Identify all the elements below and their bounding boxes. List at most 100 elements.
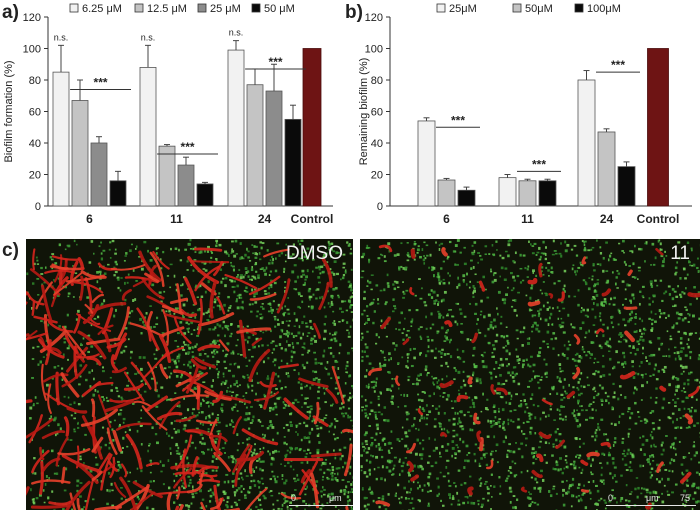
green-speck — [494, 325, 497, 328]
green-speck — [612, 476, 614, 480]
green-speck — [526, 337, 529, 340]
green-speck — [259, 313, 263, 316]
green-speck — [89, 385, 92, 388]
green-speck — [516, 274, 520, 278]
green-speck — [666, 330, 669, 333]
green-speck — [279, 335, 282, 339]
red-filament — [73, 281, 104, 294]
green-speck — [575, 273, 577, 276]
green-speck — [638, 329, 642, 333]
green-speck — [230, 279, 234, 283]
green-speck — [293, 477, 296, 480]
green-speck — [648, 297, 651, 300]
green-speck — [93, 317, 97, 320]
green-speck — [544, 415, 547, 418]
green-speck — [187, 475, 191, 478]
green-speck — [377, 398, 380, 401]
green-speck — [93, 252, 95, 255]
green-speck — [339, 489, 343, 493]
green-speck — [297, 293, 301, 296]
green-speck — [269, 490, 273, 492]
green-speck — [176, 307, 180, 310]
green-speck — [499, 275, 501, 278]
green-speck — [540, 469, 543, 473]
green-speck — [574, 270, 576, 274]
green-speck — [187, 363, 190, 367]
green-speck — [597, 422, 600, 426]
green-speck — [623, 361, 627, 364]
green-speck — [291, 270, 295, 274]
red-filament — [331, 365, 345, 404]
green-speck — [531, 314, 534, 318]
green-speck — [40, 320, 43, 323]
green-speck — [388, 460, 392, 464]
green-speck — [423, 416, 426, 420]
green-speck — [260, 477, 264, 480]
green-speck — [238, 268, 241, 272]
green-speck — [551, 270, 554, 274]
green-speck — [680, 347, 684, 350]
green-speck — [283, 270, 285, 273]
green-speck — [579, 327, 583, 330]
green-speck — [623, 355, 626, 359]
green-speck — [624, 463, 628, 466]
green-speck — [117, 469, 120, 472]
green-speck — [630, 300, 632, 304]
green-speck — [590, 471, 592, 474]
green-speck — [412, 347, 416, 350]
green-speck — [600, 418, 604, 421]
green-speck — [335, 479, 339, 481]
green-speck — [536, 354, 540, 358]
green-speck — [253, 448, 256, 452]
green-speck — [686, 241, 690, 245]
green-speck — [430, 349, 434, 353]
green-speck — [247, 340, 249, 344]
green-speck — [519, 404, 523, 408]
green-speck — [163, 290, 166, 293]
green-speck — [404, 457, 408, 459]
green-speck — [489, 452, 493, 456]
green-speck — [601, 386, 604, 390]
green-speck — [579, 423, 582, 427]
green-speck — [300, 438, 303, 442]
green-speck — [479, 378, 482, 382]
green-speck — [454, 369, 458, 372]
green-speck — [642, 338, 645, 342]
red-filament — [213, 260, 224, 277]
green-speck — [322, 354, 325, 358]
green-speck — [542, 304, 545, 308]
bar — [196, 183, 214, 207]
green-speck — [634, 372, 637, 375]
green-speck — [539, 417, 542, 421]
green-speck — [549, 433, 552, 436]
micrograph-11: 11 0 μm 75 — [360, 239, 700, 510]
green-speck — [365, 459, 368, 462]
green-speck — [254, 443, 256, 446]
green-speck — [463, 482, 467, 485]
green-speck — [528, 240, 530, 244]
green-speck — [484, 407, 488, 410]
green-speck — [654, 279, 657, 282]
green-speck — [337, 296, 340, 299]
green-speck — [304, 493, 307, 496]
green-speck — [317, 281, 321, 284]
red-filament — [75, 353, 100, 359]
green-speck — [490, 371, 493, 375]
green-speck — [416, 377, 418, 381]
green-speck — [466, 283, 468, 286]
green-speck — [560, 254, 563, 258]
green-speck — [232, 374, 235, 378]
green-speck — [283, 465, 287, 467]
green-speck — [641, 375, 644, 379]
green-speck — [491, 351, 494, 354]
green-speck — [484, 288, 487, 291]
green-speck — [276, 242, 280, 245]
green-speck — [556, 306, 559, 309]
green-speck — [255, 466, 258, 469]
green-speck — [671, 376, 675, 380]
green-speck — [415, 427, 418, 430]
green-speck — [503, 278, 507, 281]
green-speck — [659, 248, 662, 251]
green-speck — [201, 372, 204, 375]
green-speck — [251, 419, 254, 423]
